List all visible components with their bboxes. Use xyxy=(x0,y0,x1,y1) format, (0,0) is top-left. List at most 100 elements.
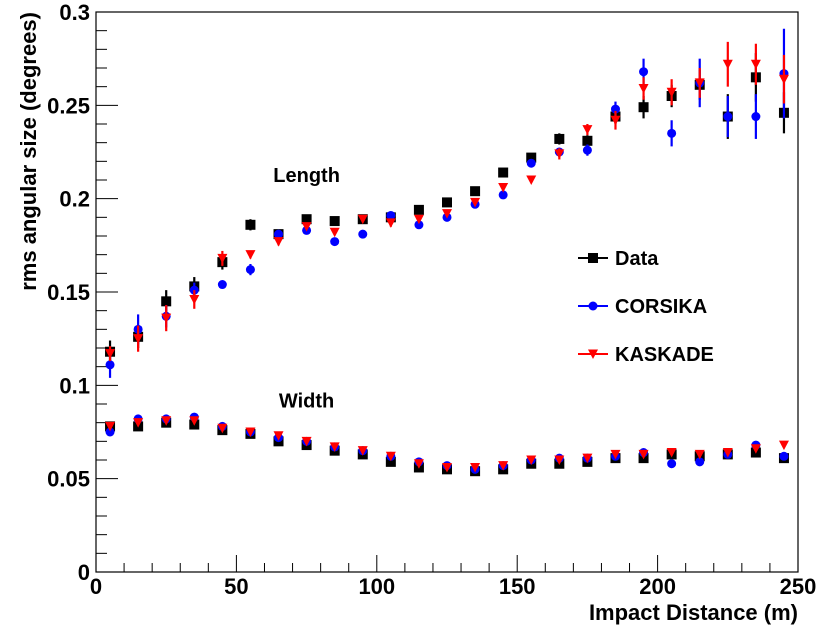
series-kaskade-width xyxy=(105,416,789,473)
data-point xyxy=(722,59,733,70)
data-point xyxy=(582,453,593,464)
data-point xyxy=(217,423,228,434)
data-point xyxy=(105,421,116,432)
data-point xyxy=(526,175,537,185)
legend: Data CORSIKA KASKADE xyxy=(578,248,714,366)
annotations: Length Width xyxy=(273,165,340,413)
data-point xyxy=(273,237,284,247)
data-point xyxy=(329,216,340,227)
x-axis: 0 50 100 150 200 250 xyxy=(90,555,816,599)
legend-label: Data xyxy=(615,248,659,270)
data-point xyxy=(385,218,396,228)
data-point xyxy=(217,280,227,290)
x-tick-label: 0 xyxy=(90,574,102,599)
annotation-label: Width xyxy=(279,391,334,413)
data-point xyxy=(413,204,424,215)
data-point xyxy=(245,265,255,275)
y-tick-label: 0 xyxy=(78,560,90,585)
x-tick-label: 200 xyxy=(639,574,676,599)
data-point xyxy=(722,448,733,458)
data-point xyxy=(498,190,508,200)
data-point xyxy=(554,455,565,465)
data-point xyxy=(498,461,509,471)
x-tick-label: 100 xyxy=(358,574,395,599)
data-point xyxy=(301,436,312,447)
data-point xyxy=(554,149,565,159)
legend-marker xyxy=(588,301,598,311)
data-point xyxy=(413,214,424,225)
data-point xyxy=(498,167,509,178)
data-point xyxy=(695,457,705,467)
data-point xyxy=(582,145,592,155)
y-tick-label: 0.25 xyxy=(47,93,90,118)
legend-marker xyxy=(588,349,598,359)
data-point xyxy=(414,220,424,230)
data-point xyxy=(667,128,677,138)
data-point xyxy=(413,459,424,469)
data-point xyxy=(105,360,115,370)
data-point xyxy=(694,78,705,88)
data-point xyxy=(330,237,340,247)
data-point xyxy=(161,313,172,324)
data-point xyxy=(245,427,256,437)
data-point xyxy=(526,455,537,465)
data-point xyxy=(133,418,144,428)
x-tick-label: 50 xyxy=(224,574,248,599)
data-point xyxy=(470,462,481,473)
data-point xyxy=(667,459,677,469)
annotation-label: Length xyxy=(273,165,340,187)
data-point xyxy=(610,115,621,126)
data-point xyxy=(329,442,340,452)
data-point xyxy=(582,125,593,135)
y-tick-label: 0.3 xyxy=(59,0,90,25)
data-point xyxy=(554,133,565,144)
x-tick-label: 150 xyxy=(499,574,536,599)
plot-border xyxy=(95,11,799,573)
plot-area xyxy=(105,28,789,477)
data-point xyxy=(442,462,452,473)
data-point xyxy=(638,449,649,460)
data-point xyxy=(189,416,200,426)
data-point xyxy=(105,349,116,359)
data-point xyxy=(161,296,172,307)
data-point xyxy=(161,416,172,426)
data-point xyxy=(694,449,705,460)
data-point xyxy=(750,59,761,70)
data-point xyxy=(610,104,620,114)
data-point xyxy=(638,84,649,94)
data-point xyxy=(751,112,761,122)
data-point xyxy=(778,74,789,85)
data-point xyxy=(245,219,256,230)
data-point xyxy=(470,197,481,208)
x-axis-title: Impact Distance (m) xyxy=(589,600,798,625)
data-point xyxy=(723,112,733,122)
data-point xyxy=(638,102,649,113)
x-tick-label: 250 xyxy=(780,574,817,599)
data-point xyxy=(526,158,536,168)
data-point xyxy=(329,227,340,238)
y-tick-label: 0.15 xyxy=(47,280,90,305)
data-point xyxy=(273,431,284,441)
y-axis-title: rms angular size (degrees) xyxy=(16,12,41,291)
data-point xyxy=(133,334,144,344)
data-point xyxy=(245,250,256,260)
data-point xyxy=(639,67,649,77)
legend-marker xyxy=(588,253,598,263)
data-point xyxy=(358,229,368,239)
data-point xyxy=(582,135,593,146)
y-tick-label: 0.2 xyxy=(59,187,90,212)
y-axis: 0 0.05 0.1 0.15 0.2 0.25 0.3 xyxy=(47,0,118,585)
data-point xyxy=(357,214,368,225)
data-point xyxy=(666,448,677,458)
data-point xyxy=(189,294,200,305)
data-point xyxy=(105,427,115,437)
legend-label: KASKADE xyxy=(615,344,714,366)
data-point xyxy=(470,186,481,197)
data-point xyxy=(301,222,312,232)
data-point xyxy=(526,152,537,163)
data-point xyxy=(385,451,396,462)
data-point xyxy=(666,87,677,98)
data-point xyxy=(274,229,284,239)
data-point xyxy=(778,440,789,451)
